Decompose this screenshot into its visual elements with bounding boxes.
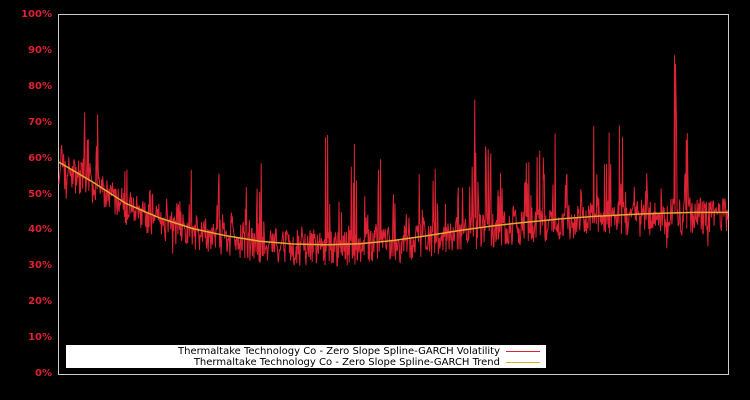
legend-label: Thermaltake Technology Co - Zero Slope S… — [193, 357, 500, 368]
legend-swatch-volatility — [506, 351, 540, 352]
plot-frame — [58, 14, 729, 375]
y-tick-label: 60% — [28, 152, 52, 164]
y-tick-label: 70% — [28, 116, 52, 128]
volatility-series — [58, 55, 729, 267]
y-tick-label: 80% — [28, 80, 52, 92]
volatility-line — [58, 55, 729, 267]
y-tick-label: 50% — [28, 188, 52, 200]
y-tick-label: 0% — [35, 368, 52, 379]
legend-swatch-trend — [506, 362, 540, 363]
trend-series — [58, 161, 728, 246]
trend-line — [58, 161, 728, 246]
legend-item-trend: Thermaltake Technology Co - Zero Slope S… — [194, 357, 540, 368]
y-tick-label: 100% — [21, 9, 52, 20]
legend: Thermaltake Technology Co - Zero Slope S… — [66, 345, 546, 368]
legend-item-volatility: Thermaltake Technology Co - Zero Slope S… — [178, 346, 540, 357]
y-tick-label: 20% — [28, 296, 52, 308]
y-tick-label: 30% — [28, 260, 52, 272]
y-tick-label: 90% — [28, 44, 52, 56]
y-tick-label: 40% — [28, 224, 52, 236]
legend-label: Thermaltake Technology Co - Zero Slope S… — [178, 346, 500, 357]
y-tick-label: 10% — [28, 332, 52, 344]
